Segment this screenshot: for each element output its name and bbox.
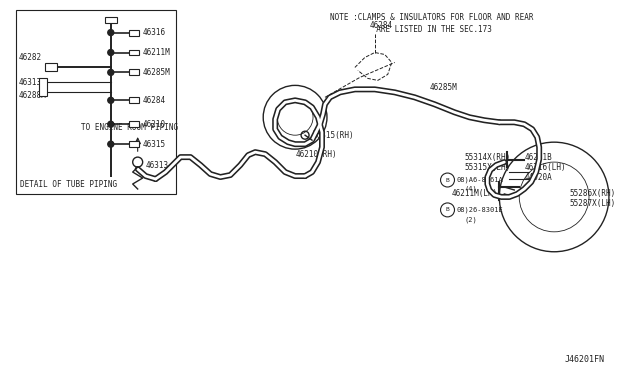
Text: 46313: 46313 [18,78,41,87]
Text: (4): (4) [465,186,477,192]
Text: 46211M(LH): 46211M(LH) [451,189,498,199]
Text: 55314X(RH): 55314X(RH) [465,153,511,161]
Text: B: B [445,177,449,183]
Text: 46316(LH): 46316(LH) [524,163,566,171]
Text: 46284: 46284 [143,96,166,105]
Text: 08)26-8301E: 08)26-8301E [456,207,503,213]
Bar [129,49,139,55]
Bar [129,70,139,76]
Text: 46282: 46282 [18,53,41,62]
Circle shape [108,141,114,147]
Circle shape [108,97,114,103]
Text: 46211M: 46211M [143,48,170,57]
Text: 55315X(LH): 55315X(LH) [465,163,511,171]
Text: 55287X(LH): 55287X(LH) [569,199,615,208]
Text: 55286X(RH): 55286X(RH) [569,189,615,199]
Circle shape [108,70,114,76]
Text: 46285M: 46285M [143,68,170,77]
Text: TO ENGINE ROOM PIPING: TO ENGINE ROOM PIPING [81,123,178,132]
Bar [129,97,139,103]
Bar [129,121,139,127]
Text: J46201FN: J46201FN [564,355,604,364]
Bar [16,10,175,194]
Text: 46315(RH): 46315(RH) [313,131,355,140]
Circle shape [108,49,114,55]
Text: 46211B: 46211B [524,153,552,161]
Text: 46210: 46210 [143,120,166,129]
Text: (2): (2) [465,217,477,223]
Text: 46313: 46313 [146,161,169,170]
Text: 44020A: 44020A [524,173,552,182]
Text: 46284: 46284 [370,21,393,30]
Text: 46315: 46315 [143,140,166,149]
Text: NOTE :CLAMPS & INSULATORS FOR FLOOR AND REAR: NOTE :CLAMPS & INSULATORS FOR FLOOR AND … [330,13,534,22]
Circle shape [108,121,114,127]
Text: DETAIL OF TUBE PIPING: DETAIL OF TUBE PIPING [20,180,117,189]
Text: 46285M: 46285M [429,83,458,92]
Bar [105,17,116,23]
Text: 08)A6-8161A: 08)A6-8161A [456,177,503,183]
Bar [129,141,139,147]
Text: B: B [445,208,449,212]
Bar [39,78,47,96]
Text: ARE LISTED IN THE SEC.173: ARE LISTED IN THE SEC.173 [330,25,492,34]
Text: 46210(RH): 46210(RH) [296,150,338,158]
Bar [129,30,139,36]
Circle shape [108,30,114,36]
Bar [45,64,57,71]
Text: 46288M: 46288M [18,91,46,100]
Text: 46316: 46316 [143,28,166,37]
